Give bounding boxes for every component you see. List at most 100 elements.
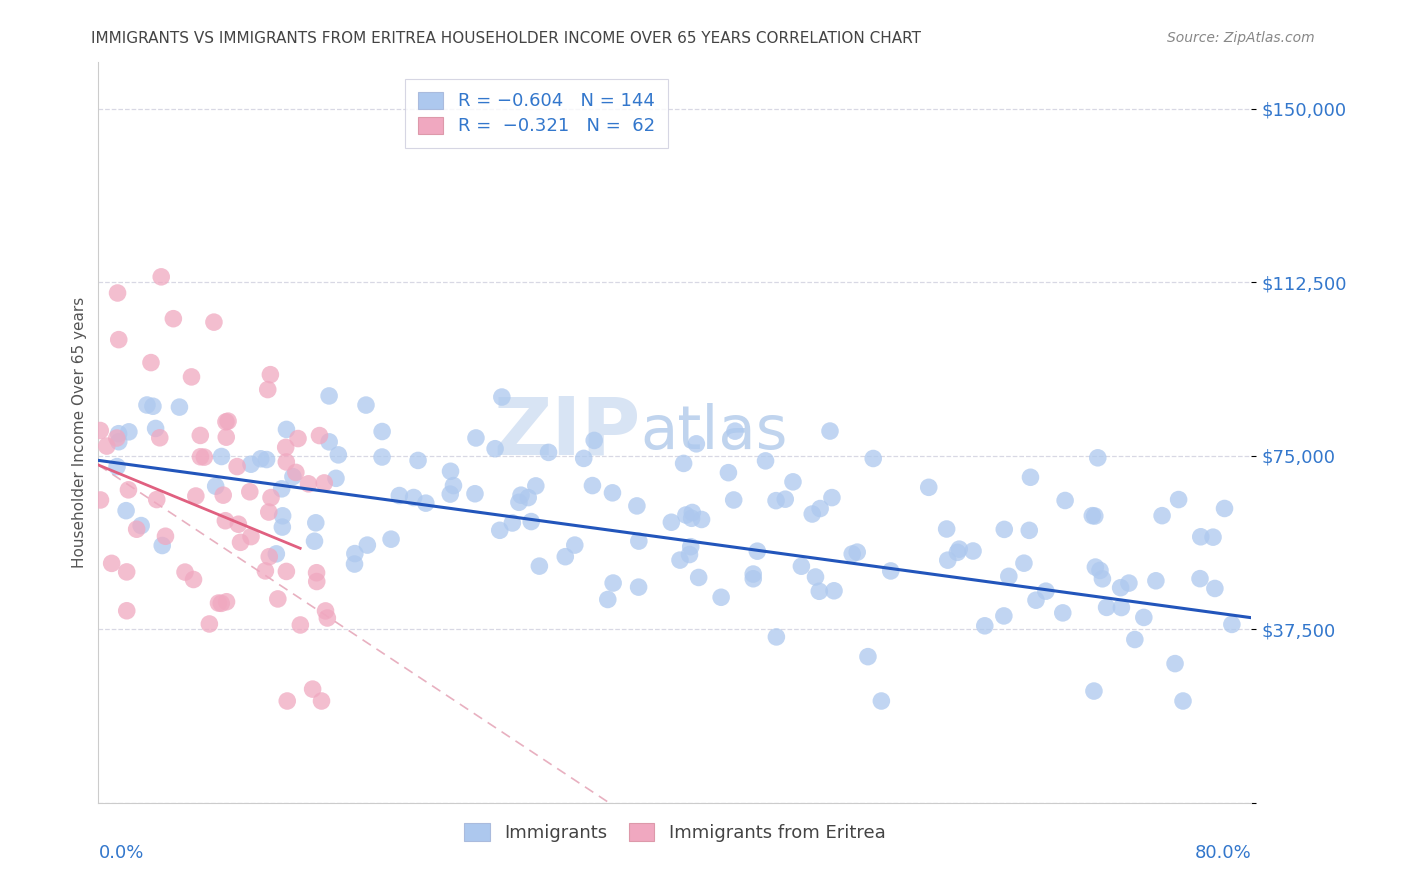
Point bbox=[290, 618, 312, 632]
Point bbox=[305, 574, 328, 589]
Point bbox=[239, 484, 262, 499]
Point bbox=[328, 448, 350, 462]
Point bbox=[936, 553, 959, 567]
Point bbox=[211, 450, 233, 464]
Point bbox=[679, 540, 702, 554]
Point bbox=[508, 495, 530, 509]
Point bbox=[266, 547, 288, 561]
Point bbox=[274, 441, 297, 455]
Point bbox=[150, 539, 173, 553]
Point bbox=[1188, 572, 1211, 586]
Point bbox=[517, 491, 540, 505]
Point bbox=[215, 430, 238, 444]
Point bbox=[1081, 508, 1104, 523]
Point bbox=[1123, 632, 1146, 647]
Point bbox=[145, 421, 167, 435]
Point bbox=[406, 453, 429, 467]
Point bbox=[669, 553, 692, 567]
Point bbox=[325, 471, 347, 485]
Point bbox=[174, 565, 197, 579]
Point bbox=[1018, 524, 1040, 538]
Point bbox=[240, 457, 263, 471]
Point bbox=[1152, 508, 1174, 523]
Point bbox=[207, 596, 229, 610]
Point bbox=[491, 390, 513, 404]
Point bbox=[305, 516, 328, 530]
Point bbox=[465, 431, 488, 445]
Point bbox=[823, 583, 845, 598]
Point bbox=[311, 694, 333, 708]
Point bbox=[276, 455, 298, 469]
Point bbox=[204, 479, 226, 493]
Point bbox=[717, 466, 740, 480]
Point bbox=[254, 564, 277, 578]
Point bbox=[105, 459, 128, 474]
Point bbox=[690, 512, 713, 526]
Point bbox=[1025, 593, 1047, 607]
Point bbox=[276, 565, 298, 579]
Point bbox=[107, 426, 129, 441]
Point bbox=[804, 570, 827, 584]
Point bbox=[89, 424, 111, 438]
Point bbox=[1052, 606, 1074, 620]
Point bbox=[125, 522, 148, 536]
Point bbox=[564, 538, 586, 552]
Point bbox=[520, 515, 543, 529]
Point bbox=[1213, 501, 1236, 516]
Text: 80.0%: 80.0% bbox=[1195, 844, 1251, 862]
Point bbox=[1054, 493, 1077, 508]
Point bbox=[1109, 581, 1132, 595]
Point bbox=[115, 503, 138, 517]
Point bbox=[105, 431, 128, 445]
Point bbox=[1220, 617, 1243, 632]
Point bbox=[1133, 610, 1156, 624]
Point bbox=[315, 604, 337, 618]
Point bbox=[271, 520, 294, 534]
Point bbox=[1091, 572, 1114, 586]
Point bbox=[862, 451, 884, 466]
Point bbox=[308, 428, 330, 442]
Point bbox=[742, 572, 765, 586]
Point bbox=[271, 508, 294, 523]
Point bbox=[846, 545, 869, 559]
Point bbox=[162, 311, 184, 326]
Point bbox=[183, 573, 205, 587]
Point bbox=[627, 534, 650, 549]
Point bbox=[583, 434, 606, 448]
Point bbox=[155, 529, 177, 543]
Point bbox=[117, 483, 139, 497]
Point bbox=[371, 450, 394, 464]
Point bbox=[259, 549, 281, 564]
Point bbox=[1171, 694, 1194, 708]
Point bbox=[554, 549, 576, 564]
Point bbox=[856, 649, 879, 664]
Point bbox=[747, 544, 769, 558]
Point bbox=[202, 315, 225, 329]
Point bbox=[1084, 508, 1107, 523]
Point bbox=[681, 506, 703, 520]
Point bbox=[998, 569, 1021, 583]
Point bbox=[723, 493, 745, 508]
Point bbox=[681, 511, 703, 525]
Text: IMMIGRANTS VS IMMIGRANTS FROM ERITREA HOUSEHOLDER INCOME OVER 65 YEARS CORRELATI: IMMIGRANTS VS IMMIGRANTS FROM ERITREA HO… bbox=[91, 31, 921, 46]
Point bbox=[267, 591, 290, 606]
Point bbox=[96, 439, 118, 453]
Point bbox=[1019, 470, 1042, 484]
Point bbox=[287, 432, 309, 446]
Point bbox=[356, 538, 378, 552]
Point bbox=[1189, 530, 1212, 544]
Point bbox=[276, 694, 298, 708]
Point bbox=[1083, 684, 1105, 698]
Point bbox=[973, 619, 995, 633]
Point bbox=[149, 431, 172, 445]
Point bbox=[226, 459, 249, 474]
Point bbox=[724, 424, 747, 438]
Point bbox=[484, 442, 506, 456]
Point bbox=[314, 475, 336, 490]
Point bbox=[501, 516, 523, 530]
Point bbox=[270, 482, 292, 496]
Point bbox=[139, 355, 162, 369]
Point bbox=[193, 450, 215, 464]
Point bbox=[318, 389, 340, 403]
Point bbox=[136, 398, 159, 412]
